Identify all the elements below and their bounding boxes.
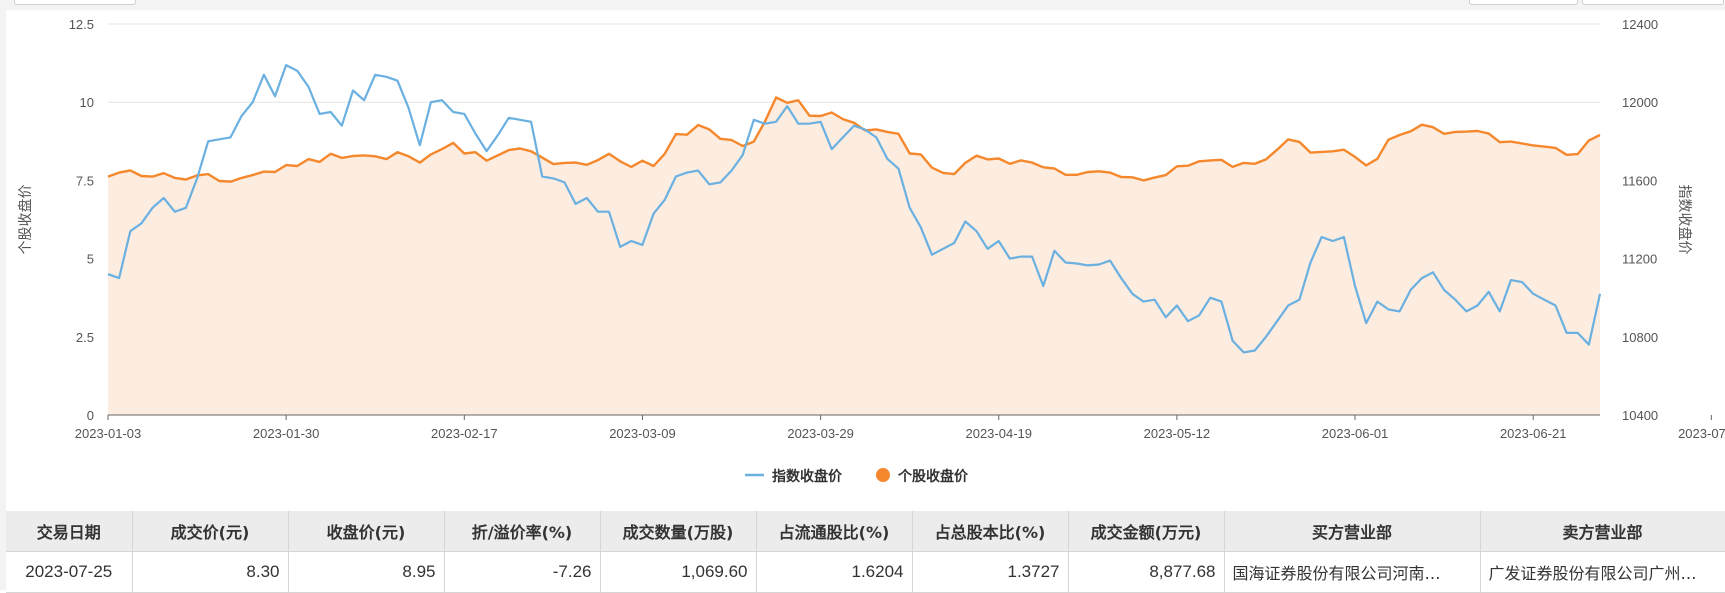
table-header-row: 交易日期 成交价(元) 收盘价(元) 折/溢价率(%) 成交数量(万股) 占流通… bbox=[6, 511, 1725, 552]
header-float-share-ratio[interactable]: 占流通股比(%) bbox=[756, 511, 913, 552]
stock-area bbox=[108, 97, 1600, 415]
top-left-control[interactable] bbox=[14, 0, 136, 5]
right-axis-title: 指数收盘价 bbox=[1676, 185, 1693, 255]
left-tick-label: 7.5 bbox=[76, 173, 94, 188]
axes bbox=[107, 414, 1712, 420]
header-premium-rate[interactable]: 折/溢价率(%) bbox=[444, 511, 601, 552]
index-close-line[interactable] bbox=[107, 63, 1602, 354]
tick-labels: 0 2.5 5 7.5 10 12.5 10400 10800 11200 11600 12000 1… bbox=[69, 17, 1725, 441]
cell-float-share-ratio: 1.6204 bbox=[756, 551, 913, 593]
x-tick-label: 2023-02-17 bbox=[431, 426, 498, 441]
right-tick-label: 11600 bbox=[1622, 173, 1657, 188]
cell-premium-rate: -7.26 bbox=[444, 551, 601, 593]
left-axis-title: 个股收盘价 bbox=[17, 185, 34, 255]
header-volume[interactable]: 成交数量(万股) bbox=[600, 511, 757, 552]
stock-area-fill bbox=[108, 97, 1600, 415]
cell-trade-price: 8.30 bbox=[132, 551, 289, 593]
left-tick-label: 5 bbox=[87, 252, 94, 267]
stock-close-line[interactable] bbox=[107, 96, 1601, 183]
cell-trade-date: 2023-07-25 bbox=[6, 551, 133, 593]
legend-stock-label: 个股收盘价 bbox=[897, 468, 969, 485]
cell-amount: 8,877.68 bbox=[1068, 551, 1225, 593]
header-seller[interactable]: 卖方营业部 bbox=[1480, 511, 1725, 552]
x-tick-label: 2023-03-29 bbox=[787, 426, 854, 441]
top-right-control-2[interactable] bbox=[1582, 0, 1724, 5]
right-tick-label: 10800 bbox=[1622, 330, 1658, 345]
left-tick-label: 0 bbox=[87, 408, 94, 423]
x-tick-label: 2023-06-01 bbox=[1322, 426, 1389, 441]
x-tick-label: 2023-07-13 bbox=[1678, 426, 1725, 441]
left-tick-label: 10 bbox=[80, 95, 94, 110]
legend[interactable]: 指数收盘价 个股收盘价 bbox=[745, 468, 969, 485]
header-trade-date[interactable]: 交易日期 bbox=[6, 511, 133, 552]
block-trade-table: 交易日期 成交价(元) 收盘价(元) 折/溢价率(%) 成交数量(万股) 占流通… bbox=[6, 511, 1725, 593]
legend-item-index[interactable]: 指数收盘价 bbox=[745, 468, 843, 485]
header-close-price[interactable]: 收盘价(元) bbox=[288, 511, 445, 552]
cell-volume: 1,069.60 bbox=[600, 551, 757, 593]
left-tick-label: 12.5 bbox=[69, 17, 94, 32]
header-total-share-ratio[interactable]: 占总股本比(%) bbox=[912, 511, 1069, 552]
cell-buyer[interactable]: 国海证券股份有限公司河南… bbox=[1224, 551, 1481, 593]
top-strip bbox=[0, 0, 1725, 10]
header-buyer[interactable]: 买方营业部 bbox=[1224, 511, 1481, 552]
header-amount[interactable]: 成交金额(万元) bbox=[1068, 511, 1225, 552]
x-tick-label: 2023-04-19 bbox=[965, 426, 1032, 441]
right-tick-label: 10400 bbox=[1622, 408, 1658, 423]
left-edge bbox=[0, 0, 6, 590]
top-right-control-1[interactable] bbox=[1469, 0, 1578, 5]
header-trade-price[interactable]: 成交价(元) bbox=[132, 511, 289, 552]
legend-index-label: 指数收盘价 bbox=[772, 468, 843, 485]
price-comparison-chart: 0 2.5 5 7.5 10 12.5 10400 10800 11200 11600 12000 1… bbox=[17, 17, 1725, 485]
x-tick-label: 2023-03-09 bbox=[609, 426, 676, 441]
x-tick-label: 2023-05-12 bbox=[1144, 426, 1211, 441]
legend-item-stock[interactable]: 个股收盘价 bbox=[876, 468, 969, 485]
x-tick-label: 2023-06-21 bbox=[1500, 426, 1567, 441]
cell-seller[interactable]: 广发证券股份有限公司广州… bbox=[1480, 551, 1725, 593]
cell-total-share-ratio: 1.3727 bbox=[912, 551, 1069, 593]
right-tick-label: 11200 bbox=[1622, 252, 1657, 267]
series-lines bbox=[107, 63, 1602, 354]
left-tick-label: 2.5 bbox=[76, 330, 94, 345]
x-tick-label: 2023-01-30 bbox=[253, 426, 320, 441]
cell-close-price: 8.95 bbox=[288, 551, 445, 593]
right-tick-label: 12000 bbox=[1622, 95, 1658, 110]
right-tick-label: 12400 bbox=[1622, 17, 1658, 32]
table-row: 2023-07-25 8.30 8.95 -7.26 1,069.60 1.62… bbox=[6, 551, 1725, 593]
x-tick-label: 2023-01-03 bbox=[75, 426, 142, 441]
legend-stock-swatch bbox=[876, 468, 890, 482]
